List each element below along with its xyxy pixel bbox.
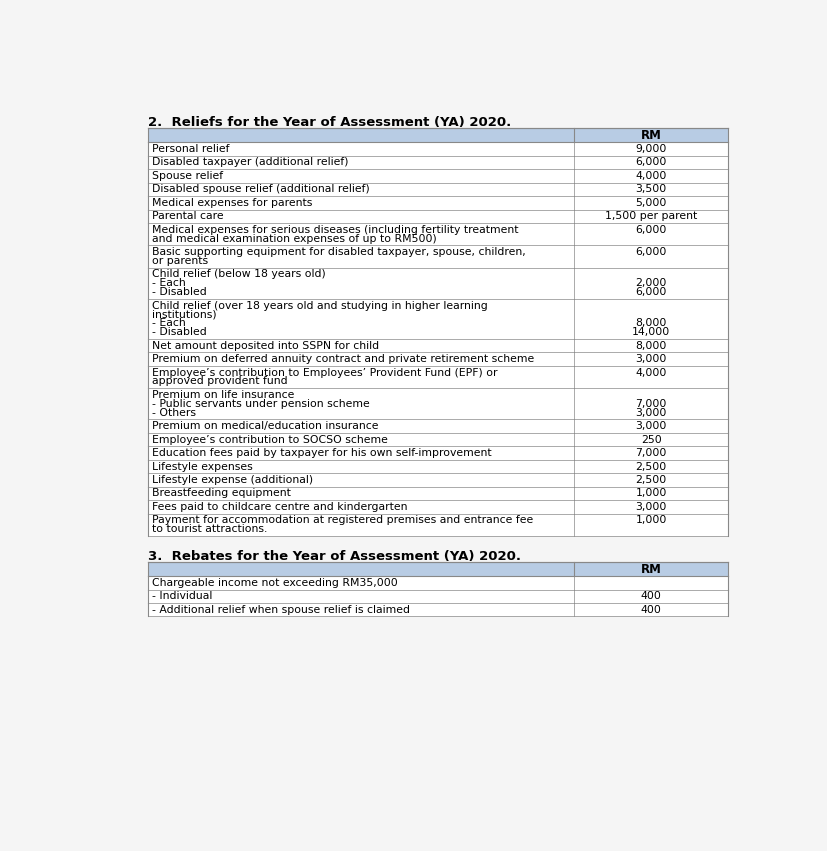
Text: approved provident fund: approved provident fund [151,376,287,386]
Bar [147,209,727,223]
Text: 400: 400 [640,605,661,614]
Text: Spouse relief: Spouse relief [151,171,222,181]
Text: Basic supporting equipment for disabled taxpayer, spouse, children,: Basic supporting equipment for disabled … [151,247,524,257]
Bar [147,514,727,536]
Bar [147,433,727,446]
Text: 4,000: 4,000 [635,368,666,378]
Text: Employee’s contribution to Employees’ Provident Fund (EPF) or: Employee’s contribution to Employees’ Pr… [151,368,496,378]
Text: Premium on medical/education insurance: Premium on medical/education insurance [151,421,378,431]
Bar [147,366,727,388]
Text: 250: 250 [640,435,661,444]
Text: Medical expenses for parents: Medical expenses for parents [151,197,312,208]
Bar [147,183,727,196]
Text: 2,000: 2,000 [635,278,666,288]
Text: Employee’s contribution to SOCSO scheme: Employee’s contribution to SOCSO scheme [151,435,387,444]
Text: 4,000: 4,000 [635,171,666,181]
Bar [147,388,727,420]
Text: - Additional relief when spouse relief is claimed: - Additional relief when spouse relief i… [151,605,409,614]
Bar [147,223,727,245]
Bar [147,352,727,366]
Text: Education fees paid by taxpayer for his own self-improvement: Education fees paid by taxpayer for his … [151,448,490,458]
Bar [147,268,727,299]
Text: 9,000: 9,000 [635,144,666,154]
Text: Disabled spouse relief (additional relief): Disabled spouse relief (additional relie… [151,185,369,194]
Text: 3,000: 3,000 [635,502,666,512]
Text: 7,000: 7,000 [635,448,666,458]
Bar [147,245,727,268]
Text: 3,500: 3,500 [635,185,666,194]
Text: 7,000: 7,000 [635,399,666,408]
Text: 5,000: 5,000 [635,197,666,208]
Bar [147,590,727,603]
Bar [147,487,727,500]
Text: 6,000: 6,000 [635,247,666,257]
Text: 6,000: 6,000 [635,225,666,235]
Text: - Disabled: - Disabled [151,327,206,337]
Text: Net amount deposited into SSPN for child: Net amount deposited into SSPN for child [151,340,378,351]
Bar [147,420,727,433]
Text: 400: 400 [640,591,661,602]
Bar [147,156,727,169]
Text: Medical expenses for serious diseases (including fertility treatment: Medical expenses for serious diseases (i… [151,225,518,235]
Bar [147,446,727,460]
Bar [147,169,727,183]
Text: - Individual: - Individual [151,591,212,602]
Text: 2,500: 2,500 [635,475,666,485]
Text: - Each: - Each [151,318,185,328]
Text: 1,500 per parent: 1,500 per parent [605,211,696,221]
Text: 6,000: 6,000 [635,157,666,168]
Bar [147,299,727,339]
Text: Payment for accommodation at registered premises and entrance fee: Payment for accommodation at registered … [151,516,532,525]
Text: 8,000: 8,000 [635,318,666,328]
Text: RM: RM [640,563,661,575]
Bar [147,460,727,473]
Text: and medical examination expenses of up to RM500): and medical examination expenses of up t… [151,234,436,243]
Text: 1,000: 1,000 [635,516,666,525]
Text: Premium on deferred annuity contract and private retirement scheme: Premium on deferred annuity contract and… [151,354,533,364]
Text: 3,000: 3,000 [635,421,666,431]
Text: - Public servants under pension scheme: - Public servants under pension scheme [151,399,369,408]
Text: 3,000: 3,000 [635,408,666,418]
Text: or parents: or parents [151,256,208,266]
Text: 3.  Rebates for the Year of Assessment (YA) 2020.: 3. Rebates for the Year of Assessment (Y… [147,550,520,563]
Text: - Others: - Others [151,408,195,418]
Text: Breastfeeding equipment: Breastfeeding equipment [151,488,290,499]
Text: 2,500: 2,500 [635,461,666,471]
Text: 3,000: 3,000 [635,354,666,364]
Text: Child relief (below 18 years old): Child relief (below 18 years old) [151,270,325,279]
Text: Chargeable income not exceeding RM35,000: Chargeable income not exceeding RM35,000 [151,578,397,588]
Text: 6,000: 6,000 [635,287,666,297]
Text: 1,000: 1,000 [635,488,666,499]
Bar [147,196,727,209]
Text: 8,000: 8,000 [635,340,666,351]
Text: 2.  Reliefs for the Year of Assessment (YA) 2020.: 2. Reliefs for the Year of Assessment (Y… [147,116,510,129]
Bar [147,473,727,487]
Bar [147,563,727,576]
Text: Premium on life insurance: Premium on life insurance [151,390,294,400]
Text: to tourist attractions.: to tourist attractions. [151,524,266,534]
Bar [147,339,727,352]
Text: - Disabled: - Disabled [151,287,206,297]
Text: Personal relief: Personal relief [151,144,229,154]
Text: Lifestyle expense (additional): Lifestyle expense (additional) [151,475,313,485]
Text: institutions): institutions) [151,310,216,319]
Text: Lifestyle expenses: Lifestyle expenses [151,461,252,471]
Text: - Each: - Each [151,278,185,288]
Bar [147,576,727,590]
Bar [147,142,727,156]
Text: RM: RM [640,129,661,142]
Bar [147,603,727,616]
Text: Parental care: Parental care [151,211,223,221]
Bar [147,500,727,514]
Text: Child relief (over 18 years old and studying in higher learning: Child relief (over 18 years old and stud… [151,300,487,311]
Text: Disabled taxpayer (additional relief): Disabled taxpayer (additional relief) [151,157,347,168]
Text: Fees paid to childcare centre and kindergarten: Fees paid to childcare centre and kinder… [151,502,407,512]
Bar [147,129,727,142]
Text: 14,000: 14,000 [631,327,670,337]
